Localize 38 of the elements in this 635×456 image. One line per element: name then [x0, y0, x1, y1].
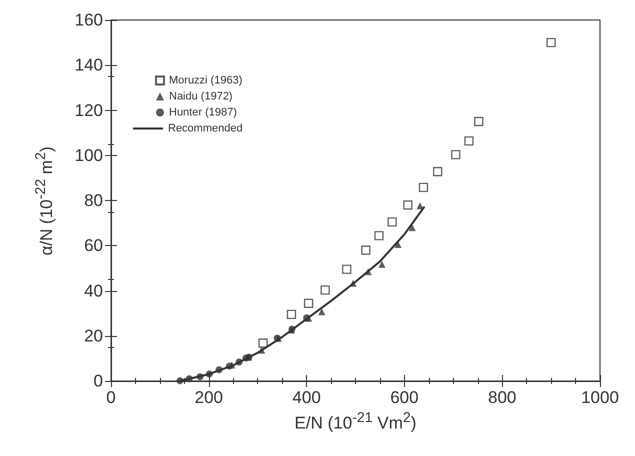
y-tick-label: 60: [84, 236, 103, 256]
y-tick-label: 40: [84, 281, 103, 300]
point: [433, 167, 442, 176]
point: [320, 285, 330, 295]
point: [342, 264, 352, 274]
point: [258, 338, 268, 348]
x-tick-label: 200: [194, 388, 223, 407]
point: [403, 200, 412, 210]
point: [408, 224, 416, 232]
y-tick-label: 120: [74, 100, 103, 120]
legend-label: Naidu (1972): [169, 90, 233, 102]
x-tick-label: 600: [390, 388, 419, 407]
point: [286, 310, 296, 320]
y-tick-label: 80: [84, 191, 103, 210]
y-tick-label: 100: [74, 146, 103, 165]
x-tick-label: 0: [106, 388, 116, 407]
y-tick-label: 140: [74, 56, 103, 75]
y-tick-label: 20: [84, 326, 103, 346]
x-tick-label: 1000: [581, 388, 619, 407]
point: [418, 182, 428, 192]
x-axis-title: E/N (10$^{-21}$ Vm$^{2}$): [294, 410, 416, 434]
point: [361, 246, 370, 255]
point: [378, 260, 386, 268]
point: [464, 136, 474, 146]
point: [318, 308, 326, 316]
legend-label: Hunter (1987): [169, 106, 237, 118]
legend-label: Recommended: [168, 122, 243, 134]
point: [374, 231, 384, 240]
point: [388, 217, 397, 227]
point: [451, 150, 460, 160]
point: [304, 298, 314, 308]
legend-label: Moruzzi (1963): [169, 74, 242, 86]
x-tick-label: 800: [488, 388, 516, 407]
y-tick-label: 0: [94, 372, 103, 390]
point: [546, 38, 556, 48]
x-tick-label: 400: [292, 388, 321, 407]
point: [474, 116, 484, 126]
y-tick-label: 160: [74, 10, 103, 30]
